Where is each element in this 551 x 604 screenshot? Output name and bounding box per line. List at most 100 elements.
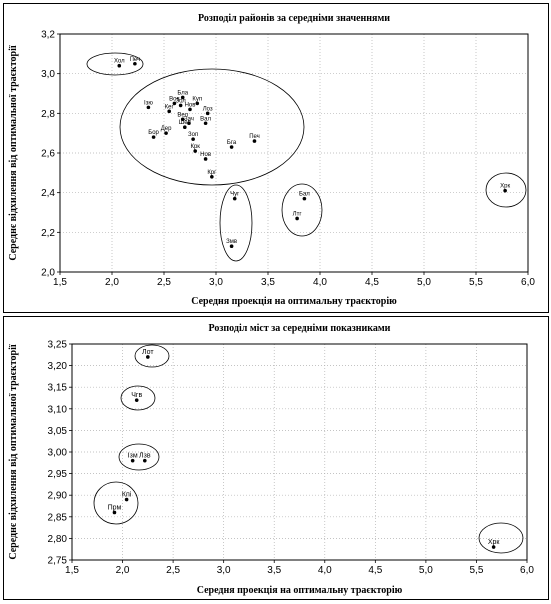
x-tick-label: 2,0 [116,565,130,576]
data-point [193,149,197,153]
cluster-ellipse [118,443,160,471]
point-label: Лзв [139,453,151,460]
y-tick-label: 2,2 [41,228,55,239]
point-label: Нов [185,102,196,108]
x-tick-label: 1,5 [53,277,67,288]
point-label: Зоп [188,132,198,138]
data-point [146,105,151,110]
point-label: Кег [165,104,175,110]
data-point [172,101,177,106]
x-tick-label: 1,5 [65,565,79,576]
point-label: Зол [175,98,186,104]
data-point [188,107,192,112]
plot-frame [71,343,528,561]
data-point [295,216,299,221]
plot-frame [59,33,529,273]
cluster-ellipse [86,52,144,76]
cluster-ellipse [93,481,139,525]
point-label: Змв [226,239,237,245]
x-axis-label: Середня проекція на оптимальну траєкторі… [197,585,403,596]
y-tick-label: 2,8 [41,109,55,120]
x-tick-label: 2,0 [105,277,119,288]
x-tick-label: 5,0 [419,565,433,576]
city-scatter-chart: Розподіл міст за середніми показниками 1,… [8,323,534,596]
cluster-ellipse [219,184,253,262]
point-label: Бга [227,140,237,146]
data-point [134,398,139,402]
data-point [205,111,210,116]
y-tick-label: 2,6 [41,149,55,160]
data-point [210,175,214,179]
y-tick-label: 3,10 [48,404,68,415]
data-point [117,63,122,68]
y-tick-label: 2,80 [48,534,68,545]
point-label: Чгв [131,392,142,399]
point-label: Хол [114,59,125,65]
chart-title: Розподіл районів за середніми значеннями [198,13,390,24]
data-point [302,196,307,201]
point-label: Лтг [293,211,303,217]
data-point [232,196,237,201]
point-label: Кпі [122,491,132,499]
y-tick-label: 3,15 [48,383,68,394]
point-label: Куп [192,96,202,102]
point-label: Печ [130,57,141,63]
data-point [183,125,187,130]
x-tick-label: 4,0 [313,277,327,288]
chart-title: Розподіл міст за середніми показниками [209,323,391,334]
data-point [180,95,185,100]
data-point [164,131,168,135]
data-point [203,157,208,161]
data-point [151,135,156,139]
cluster-ellipse [485,172,527,208]
point-label: Хрк [488,539,501,546]
y-tick-label: 3,20 [48,361,68,372]
data-point [229,145,234,149]
point-label: Зач [184,116,194,122]
data-point [229,244,234,249]
data-point [130,458,135,463]
data-point [252,139,257,143]
point-label: Крк [190,144,200,150]
data-point [491,545,496,549]
x-tick-label: 6,0 [521,277,535,288]
point-label: Бор [148,130,159,136]
cluster-ellipse [281,183,323,237]
point-label: Шев [179,120,191,126]
x-tick-label: 4,5 [368,565,382,576]
point-label: Ізм [128,453,138,460]
point-label: Дер [161,126,172,132]
y-tick-label: 2,95 [48,469,68,480]
point-label: Печ [249,134,260,140]
data-point [124,497,129,502]
data-point [143,458,147,463]
data-point [180,117,185,122]
cluster-ellipse [120,385,156,411]
cluster-ellipse [119,68,305,186]
x-tick-label: 2,5 [166,565,180,576]
data-point [203,121,208,126]
cluster-ellipse [134,344,170,368]
x-tick-label: 3,0 [209,277,223,288]
point-label: Вел [177,112,188,118]
x-tick-label: 2,5 [157,277,171,288]
point-label: Крг [207,170,217,176]
data-point [133,61,137,66]
data-point [178,103,183,108]
point-label: Лот [142,349,154,356]
data-point [503,188,507,193]
y-axis-label: Середнє відхилення від оптимальної траєк… [8,45,19,261]
x-axis-label: Середня проекція на оптимальну траєкторі… [191,296,397,307]
x-tick-label: 5,5 [469,277,483,288]
point-label: Нов [200,152,211,158]
y-tick-label: 2,90 [48,491,68,502]
data-point [146,355,150,359]
district-scatter-chart: Розподіл районів за середніми значеннями… [8,13,535,307]
point-label: Бал [299,192,310,198]
y-axis-label: Середнє відхилення від оптимальної траєк… [8,344,19,560]
y-tick-label: 2,85 [48,512,68,523]
data-point [195,101,200,106]
y-tick-label: 2,75 [48,556,68,567]
y-tick-label: 2,0 [41,268,55,279]
district-chart-panel: Розподіл районів за середніми значеннями… [3,3,549,313]
